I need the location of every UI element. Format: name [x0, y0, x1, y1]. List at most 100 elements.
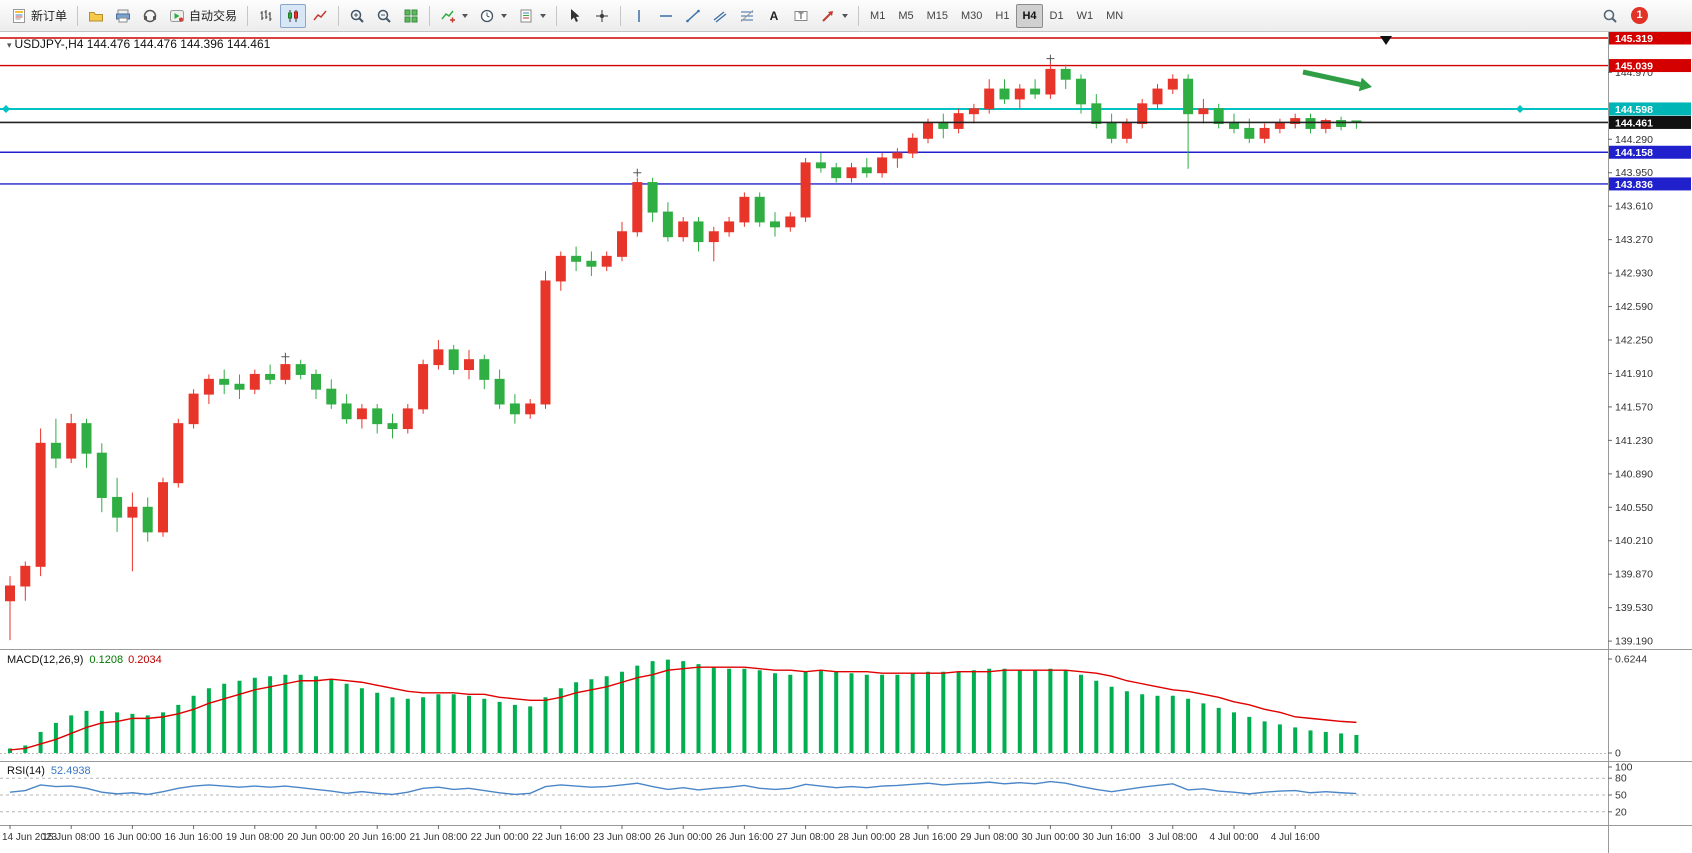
- profiles-icon: [89, 11, 104, 21]
- svg-text:23 Jun 08:00: 23 Jun 08:00: [593, 832, 651, 843]
- arrows-button[interactable]: [815, 4, 853, 28]
- periods-button[interactable]: [474, 4, 512, 28]
- headset-icon: [143, 9, 157, 22]
- rsi-line: [9, 780, 1357, 796]
- text-label-button[interactable]: T: [788, 4, 814, 28]
- svg-text:141.570: 141.570: [1615, 401, 1653, 413]
- notification-badge[interactable]: 1: [1631, 7, 1648, 24]
- clock-icon: [480, 9, 494, 22]
- svg-text:0: 0: [1615, 748, 1621, 760]
- svg-text:21 Jun 08:00: 21 Jun 08:00: [409, 832, 467, 843]
- collapse-marker-icon[interactable]: ▾: [7, 40, 12, 50]
- svg-text:16 Jun 00:00: 16 Jun 00:00: [103, 832, 161, 843]
- svg-text:0.6244: 0.6244: [1615, 654, 1647, 666]
- templates-button[interactable]: [513, 4, 551, 28]
- separator: [556, 5, 558, 26]
- svg-text:141.230: 141.230: [1615, 435, 1653, 447]
- profiles-button[interactable]: [83, 4, 109, 28]
- price-line-label: [1609, 177, 1691, 191]
- chart-title: ▾ USDJPY-,H4 144.476 144.476 144.396 144.…: [7, 37, 270, 51]
- search-button[interactable]: [1597, 4, 1623, 28]
- autotrading-label: 自动交易: [189, 9, 238, 23]
- cross-marker: [633, 168, 642, 177]
- svg-text:144.290: 144.290: [1615, 134, 1653, 146]
- svg-text:22 Jun 16:00: 22 Jun 16:00: [532, 832, 590, 843]
- line-chart-button[interactable]: [307, 4, 333, 28]
- price-scale-labels: 144.970144.290143.950143.610143.270142.9…: [1608, 67, 1653, 648]
- indicators-icon: [441, 10, 456, 22]
- svg-text:14 Jun 2023: 14 Jun 2023: [2, 832, 57, 843]
- svg-text:27 Jun 08:00: 27 Jun 08:00: [777, 832, 835, 843]
- timeframe-m15[interactable]: M15: [926, 9, 948, 22]
- zoom-in-icon: [350, 9, 364, 23]
- svg-text:100: 100: [1615, 762, 1633, 774]
- rsi-value: 52.4938: [50, 765, 91, 777]
- zoom-out-button[interactable]: [371, 4, 397, 28]
- new-order-button[interactable]: 新订单: [6, 4, 72, 28]
- trendline-button[interactable]: [680, 4, 706, 28]
- rsi-name: RSI(14): [7, 765, 45, 777]
- svg-text:144.158: 144.158: [1615, 147, 1653, 159]
- chart-title-text: USDJPY-,H4 144.476 144.476 144.396 144.4…: [14, 37, 271, 51]
- svg-text:142.590: 142.590: [1615, 301, 1653, 313]
- price-line-label: [1609, 145, 1691, 159]
- timeframe-m30[interactable]: M30: [961, 9, 983, 22]
- svg-text:143.270: 143.270: [1615, 234, 1653, 246]
- text-button[interactable]: A: [761, 4, 787, 28]
- tile-windows-button[interactable]: [398, 4, 424, 28]
- svg-text:139.190: 139.190: [1615, 636, 1653, 648]
- fibonacci-button[interactable]: [734, 4, 760, 28]
- svg-text:16 Jun 16:00: 16 Jun 16:00: [165, 832, 223, 843]
- new-order-label: 新订单: [31, 9, 68, 23]
- trend-arrow-head: [1358, 77, 1372, 92]
- svg-text:143.950: 143.950: [1615, 167, 1653, 179]
- timeframe-mn[interactable]: MN: [1106, 9, 1124, 22]
- svg-text:145.039: 145.039: [1615, 61, 1653, 73]
- vertical-line-button[interactable]: [626, 4, 652, 28]
- zoom-in-button[interactable]: [344, 4, 370, 28]
- timeframe-m1[interactable]: M1: [870, 9, 886, 22]
- timeframe-w1[interactable]: W1: [1076, 9, 1094, 22]
- price-scale[interactable]: [1608, 32, 1692, 825]
- bar-chart-button[interactable]: [253, 4, 279, 28]
- autotrading-icon: [170, 9, 185, 22]
- timeframe-m5[interactable]: M5: [898, 9, 914, 22]
- timeframe-d1[interactable]: D1: [1049, 9, 1064, 22]
- timeframe-h4[interactable]: H4: [1016, 3, 1043, 28]
- autotrading-button[interactable]: 自动交易: [164, 4, 242, 28]
- svg-text:T: T: [798, 11, 804, 21]
- svg-text:20 Jun 16:00: 20 Jun 16:00: [348, 832, 406, 843]
- timeframe-h1[interactable]: H1: [995, 9, 1010, 22]
- candlestick-chart-button[interactable]: [280, 3, 307, 28]
- print-button[interactable]: [110, 4, 136, 28]
- time-scale[interactable]: [0, 826, 1608, 853]
- svg-text:28 Jun 16:00: 28 Jun 16:00: [899, 832, 957, 843]
- macd-label: MACD(12,26,9) 0.1208 0.2034: [7, 654, 162, 666]
- text-label-icon: T: [794, 10, 808, 21]
- svg-text:26 Jun 00:00: 26 Jun 00:00: [654, 832, 712, 843]
- separator: [620, 5, 622, 26]
- market-watch-button[interactable]: [137, 4, 163, 28]
- svg-text:28 Jun 00:00: 28 Jun 00:00: [838, 832, 896, 843]
- line-chart-icon: [313, 10, 327, 20]
- down-triangle-marker: [1380, 36, 1392, 45]
- bar-chart-icon: [260, 9, 272, 21]
- separator: [429, 5, 431, 26]
- crosshair-button[interactable]: [589, 4, 615, 28]
- svg-text:140.550: 140.550: [1615, 502, 1653, 514]
- candles: [5, 62, 1362, 641]
- price-line-label: [1609, 102, 1691, 116]
- horizontal-line-button[interactable]: [653, 4, 679, 28]
- toolbar: 新订单 自动交易 A T M1 M5 M15 M30 H1 H4 D1 W1 M…: [0, 0, 1692, 32]
- svg-text:20 Jun 00:00: 20 Jun 00:00: [287, 832, 345, 843]
- channel-button[interactable]: [707, 4, 733, 28]
- svg-text:50: 50: [1615, 790, 1627, 802]
- cursor-button[interactable]: [562, 4, 588, 28]
- fibonacci-icon: [740, 9, 754, 22]
- svg-text:139.530: 139.530: [1615, 602, 1653, 614]
- channel-icon: [713, 10, 727, 23]
- indicators-button[interactable]: [435, 4, 473, 28]
- cross-marker: [281, 352, 290, 361]
